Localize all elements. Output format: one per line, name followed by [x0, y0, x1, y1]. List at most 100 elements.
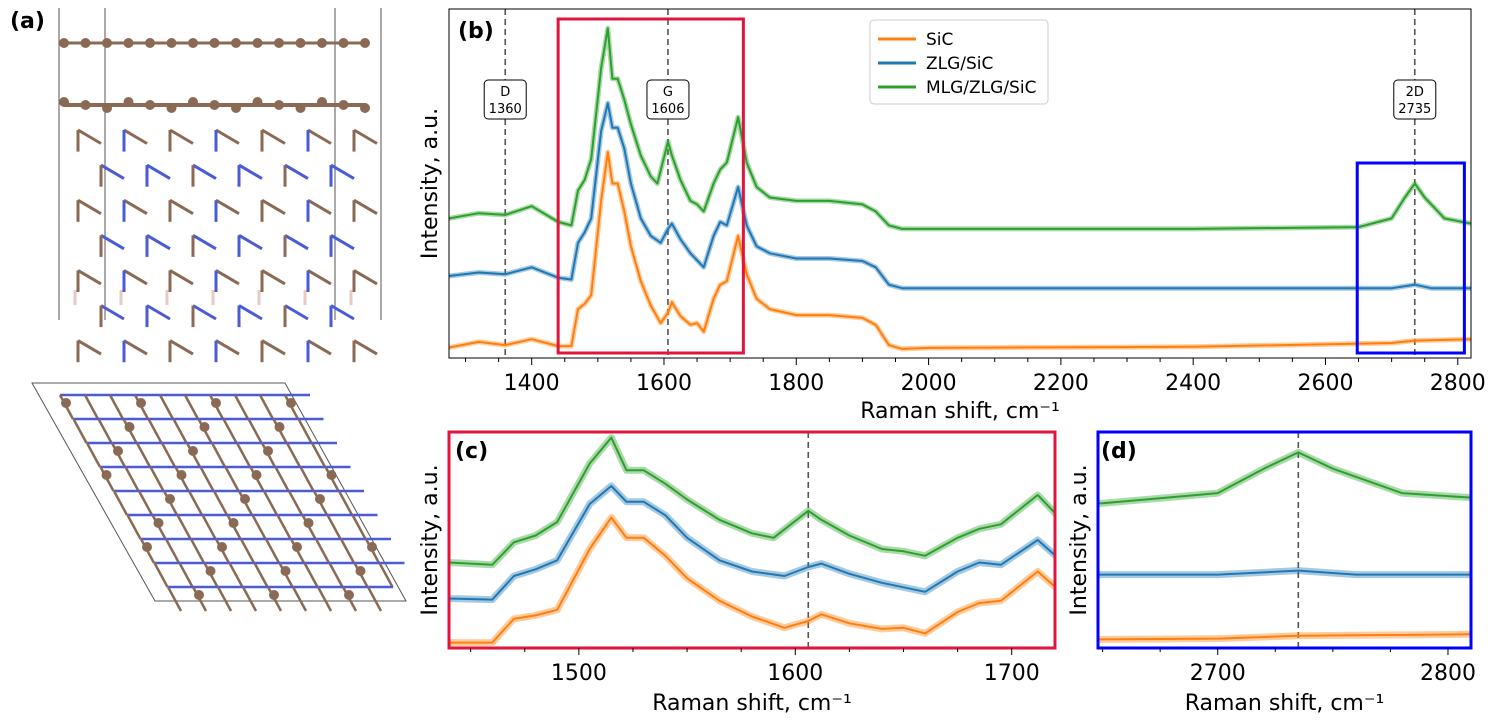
bond [215, 128, 240, 145]
annotation-label: D [500, 85, 510, 100]
bond [291, 586, 308, 612]
bond [366, 586, 383, 612]
bond [160, 442, 177, 468]
bond [83, 394, 100, 420]
bond [112, 490, 129, 516]
bond [123, 198, 148, 215]
line-mlg-zlg-sic [1098, 451, 1471, 505]
y-axis-label: Intensity, a.u. [418, 108, 443, 259]
bond [251, 514, 267, 540]
bond [123, 269, 148, 286]
bond [228, 562, 244, 588]
x-axis-label: Raman shift, cm⁻¹ [860, 399, 1060, 424]
annotation-box [646, 79, 690, 120]
axes-frame [447, 430, 1057, 650]
carbon-atom [303, 518, 314, 528]
carbon-atom [61, 398, 71, 408]
bond [146, 163, 171, 180]
bond [77, 198, 102, 215]
bond [158, 394, 175, 420]
line-mlg-zlg-sic [449, 436, 1055, 566]
x-axis-label: Raman shift, cm⁻¹ [1185, 691, 1385, 716]
annotation-value: 2735 [1398, 102, 1431, 117]
plot-area [449, 9, 1471, 358]
bond [353, 198, 378, 215]
bond [262, 490, 279, 516]
bond [176, 514, 192, 540]
bond [276, 514, 292, 540]
panel-d-chart: 2700 2800 Raman shift, cm⁻¹ Intensity, a.u.… [1067, 430, 1476, 716]
bond [284, 163, 309, 180]
bond [303, 562, 319, 588]
bond [307, 198, 332, 215]
bond [135, 442, 152, 468]
bond [146, 234, 171, 251]
x-axis-label: Raman shift, cm⁻¹ [652, 691, 852, 716]
annotation-D: D 1360 [483, 79, 527, 120]
bond [77, 128, 102, 145]
bond [178, 562, 194, 588]
x-tick-label: 2200 [1033, 371, 1089, 396]
x-tick-label: 1800 [768, 371, 824, 396]
carbon-atom [165, 494, 175, 504]
carbon-atom [211, 398, 221, 408]
carbon-atom [101, 470, 112, 480]
bond [149, 466, 165, 492]
bond [287, 490, 304, 516]
top-view-structure [31, 382, 407, 612]
x-tick-label: 2400 [1165, 371, 1221, 396]
bond [235, 442, 252, 468]
bond [216, 586, 233, 612]
carbon-atom [315, 494, 325, 504]
carbon-atom [205, 566, 216, 576]
annotation-label: G [663, 85, 673, 100]
bond [307, 128, 332, 145]
bond [284, 234, 309, 251]
bond [330, 163, 355, 180]
bond [337, 490, 354, 516]
bond [166, 586, 183, 612]
carbon-atom [280, 566, 291, 576]
line-zlg-sic [449, 485, 1055, 601]
bond [169, 269, 194, 286]
legend-entry-2: MLG/ZLG/SiC [926, 78, 1036, 98]
carbon-atom [269, 590, 279, 600]
bond [239, 538, 256, 564]
panel-label: (d) [1101, 439, 1137, 464]
x-tick-label: 2600 [1297, 371, 1353, 396]
bond [224, 466, 240, 492]
bond [297, 418, 313, 444]
bond [330, 304, 355, 321]
carbon-atom [292, 542, 302, 552]
line-zlg-sic [449, 102, 1471, 290]
line-mlg-zlg-sic [449, 27, 1471, 230]
axes-frame [1096, 430, 1473, 650]
bond [261, 339, 286, 356]
carbon-atom [136, 398, 146, 408]
bond [310, 442, 327, 468]
bond [253, 562, 269, 588]
bond [238, 304, 263, 321]
bond [192, 304, 217, 321]
side-view-structure [58, 8, 382, 363]
bond [169, 198, 194, 215]
bond [123, 339, 148, 356]
bond [147, 418, 163, 444]
bond [215, 269, 240, 286]
bond [77, 339, 102, 356]
bond [100, 163, 125, 180]
carbon-atom [344, 590, 354, 600]
bond [183, 394, 200, 420]
line-sic [449, 516, 1055, 644]
bond [199, 466, 215, 492]
plot-area [449, 432, 1055, 648]
bond [233, 394, 250, 420]
bond [124, 466, 140, 492]
bond [307, 269, 332, 286]
x-tick-label: 2000 [901, 371, 957, 396]
bond [353, 269, 378, 286]
carbon-atom [217, 542, 227, 552]
bond [187, 490, 204, 516]
bond [330, 234, 355, 251]
